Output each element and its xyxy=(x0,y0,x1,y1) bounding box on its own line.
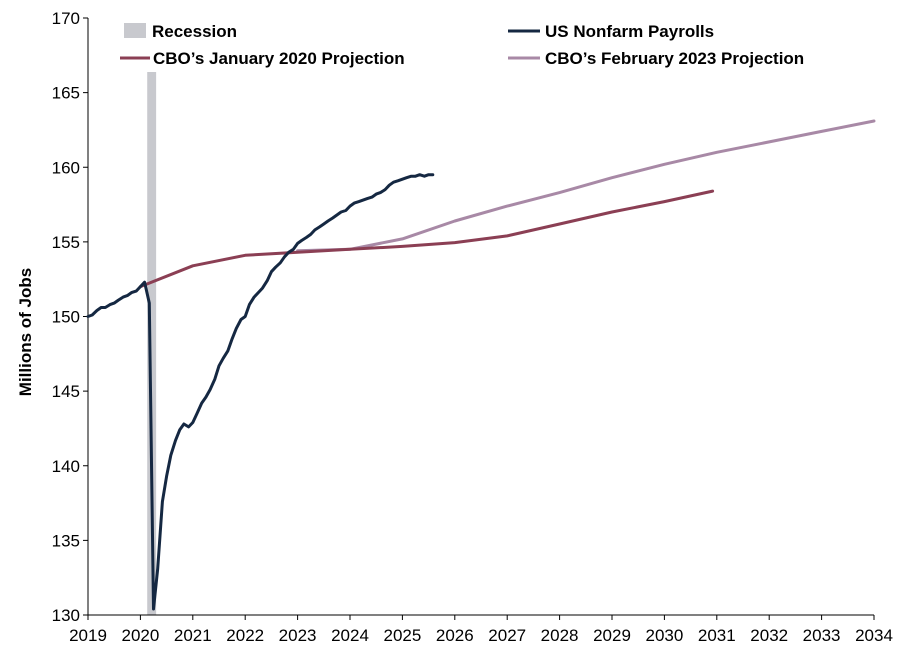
y-tick-label: 145 xyxy=(52,382,80,401)
x-tick-label: 2027 xyxy=(488,626,526,645)
x-tick-label: 2025 xyxy=(383,626,421,645)
x-tick-label: 2028 xyxy=(541,626,579,645)
y-tick-label: 170 xyxy=(52,9,80,28)
axes xyxy=(87,18,874,616)
cbo-2020-projection-line xyxy=(138,189,715,289)
legend-payrolls-label: US Nonfarm Payrolls xyxy=(545,22,714,41)
y-tick-label: 135 xyxy=(52,531,80,550)
payrolls-line xyxy=(86,173,435,611)
x-tick-label: 2034 xyxy=(855,626,893,645)
x-tick-label: 2026 xyxy=(436,626,474,645)
legend-recession-swatch xyxy=(124,23,146,38)
x-tick-label: 2019 xyxy=(69,626,107,645)
x-tick-label: 2021 xyxy=(174,626,212,645)
x-ticks: 2019 2020 2021 2022 2023 2024 2025 2026 2027 2028… xyxy=(69,615,893,645)
y-axis-title: Millions of Jobs xyxy=(16,268,35,396)
legend-cbo-2020-label: CBO’s January 2020 Projection xyxy=(153,49,405,68)
y-tick-label: 155 xyxy=(52,233,80,252)
legend-cbo-2023-label: CBO’s February 2023 Projection xyxy=(545,49,804,68)
legend: Recession US Nonfarm Payrolls CBO’s Januar… xyxy=(120,22,804,68)
recession-band-layer xyxy=(147,72,157,615)
x-tick-label: 2031 xyxy=(698,626,736,645)
y-tick-label: 160 xyxy=(52,158,80,177)
y-tick-label: 165 xyxy=(52,84,80,103)
x-tick-label: 2032 xyxy=(750,626,788,645)
y-tick-label: 130 xyxy=(52,606,80,625)
y-tick-label: 150 xyxy=(52,308,80,327)
y-tick-label: 140 xyxy=(52,457,80,476)
legend-recession-label: Recession xyxy=(152,22,237,41)
x-tick-label: 2029 xyxy=(593,626,631,645)
x-tick-label: 2030 xyxy=(645,626,683,645)
y-ticks: 130 135 140 145 150 155 160 165 170 xyxy=(52,9,88,625)
x-tick-label: 2024 xyxy=(331,626,369,645)
series-lines xyxy=(86,119,876,611)
x-tick-label: 2020 xyxy=(121,626,159,645)
x-tick-label: 2022 xyxy=(226,626,264,645)
x-tick-label: 2033 xyxy=(803,626,841,645)
x-tick-label: 2023 xyxy=(279,626,317,645)
recession-band xyxy=(147,72,157,615)
cbo-2023-projection-line xyxy=(296,119,876,253)
